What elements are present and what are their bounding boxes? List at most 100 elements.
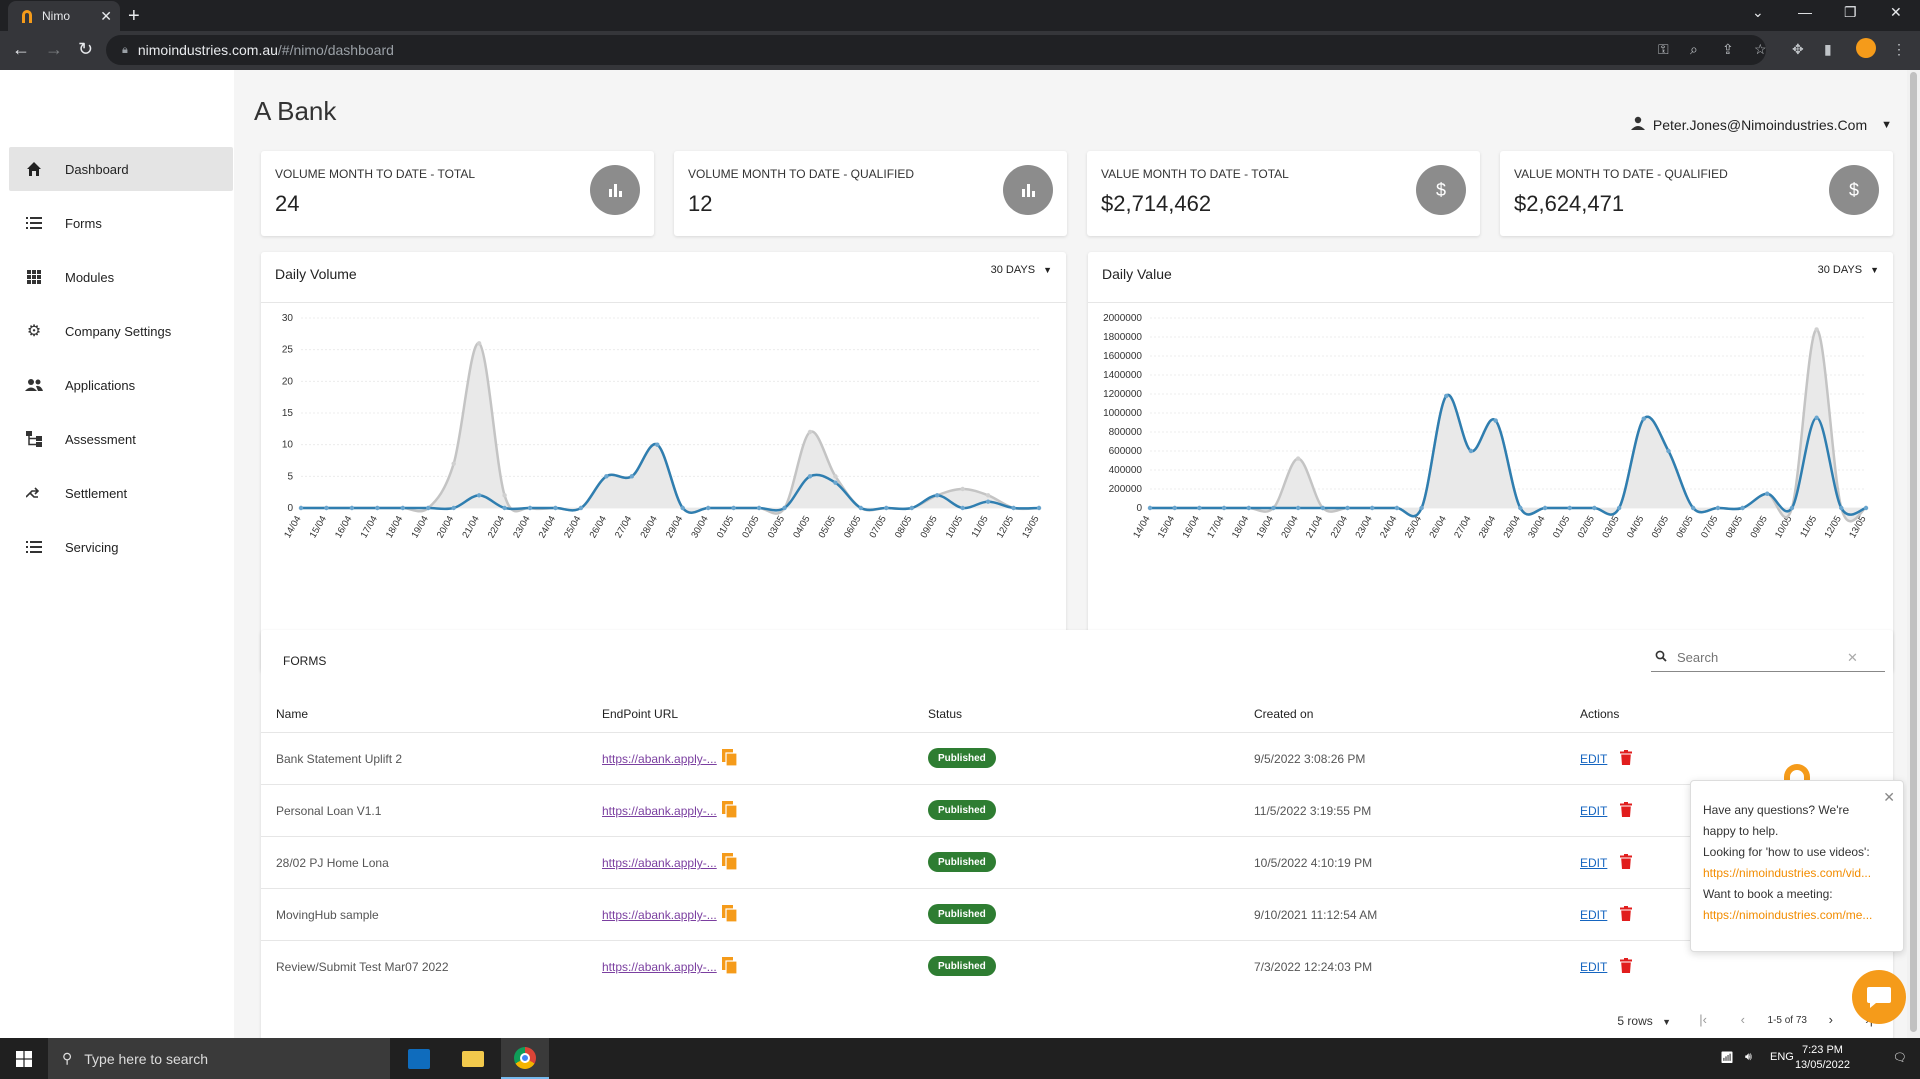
sidebar-item-forms[interactable]: Forms — [9, 201, 233, 245]
trash-icon[interactable] — [1620, 906, 1632, 921]
meeting-link[interactable]: https://nimoindustries.com/me... — [1703, 908, 1873, 922]
table-row[interactable]: Review/Submit Test Mar07 2022 https://aba… — [261, 940, 1893, 992]
new-tab-button[interactable]: + — [128, 5, 140, 27]
sidebar-item-modules[interactable]: Modules — [9, 255, 233, 299]
x-tick-label: 08/05 — [893, 514, 914, 540]
search-field[interactable]: ✕ — [1651, 644, 1885, 672]
sidebar-item-servicing[interactable]: Servicing — [9, 525, 233, 569]
user-menu[interactable]: Peter.Jones@Nimoindustries.Com ▼ — [1630, 116, 1892, 133]
table-row[interactable]: MovingHub sample https://abank.apply-... P… — [261, 888, 1893, 940]
trash-icon[interactable] — [1620, 958, 1632, 973]
prev-page-icon[interactable]: ‹ — [1740, 1012, 1745, 1027]
x-tick-label: 17/04 — [359, 514, 380, 540]
chat-launcher-button[interactable] — [1852, 970, 1906, 1024]
file-explorer-icon[interactable] — [449, 1038, 497, 1079]
copy-icon[interactable] — [722, 749, 738, 767]
reload-button[interactable]: ↻ — [78, 39, 94, 59]
range-select[interactable]: 30 DAYS ▼ — [1818, 264, 1879, 276]
scroll-thumb[interactable] — [1910, 72, 1917, 1032]
x-tick-label: 12/05 — [995, 514, 1016, 540]
table-row[interactable]: 28/02 PJ Home Lona https://abank.apply-..… — [261, 836, 1893, 888]
browser-menu-icon[interactable]: ⋮ — [1892, 41, 1906, 57]
scrollbar[interactable] — [1907, 70, 1920, 1038]
language-indicator[interactable]: ENG — [1770, 1051, 1794, 1063]
endpoint-url-link[interactable]: https://abank.apply-... — [602, 908, 717, 922]
windows-start-icon[interactable] — [0, 1038, 48, 1079]
column-header-name[interactable]: Name — [276, 707, 309, 721]
copy-icon[interactable] — [722, 957, 738, 975]
close-window-button[interactable]: ✕ — [1890, 4, 1902, 20]
forward-button[interactable]: → — [45, 39, 63, 59]
daily-volume-card: Daily Volume 30 DAYS ▼ 0 5 10 15 20 25 30 14/04 1… — [261, 252, 1066, 672]
series-qualified-point — [1567, 505, 1572, 511]
sidebar-item-company-settings[interactable]: ⚙ Company Settings — [9, 309, 233, 353]
range-select[interactable]: 30 DAYS ▼ — [991, 264, 1052, 276]
bookmark-star-icon[interactable]: ☆ — [1754, 41, 1767, 57]
chrome-app-icon[interactable] — [501, 1038, 549, 1079]
form-name: 28/02 PJ Home Lona — [276, 856, 389, 870]
x-tick-label: 23/04 — [1353, 514, 1374, 540]
close-icon[interactable]: ✕ — [1883, 789, 1895, 805]
edit-button[interactable]: EDIT — [1580, 804, 1608, 818]
restore-button[interactable]: ❐ — [1844, 4, 1857, 20]
edit-button[interactable]: EDIT — [1580, 908, 1608, 922]
videos-link[interactable]: https://nimoindustries.com/vid... — [1703, 866, 1872, 880]
back-button[interactable]: ← — [12, 39, 30, 59]
next-page-icon[interactable]: › — [1828, 1012, 1833, 1027]
column-header-url[interactable]: EndPoint URL — [602, 707, 679, 721]
copy-icon[interactable] — [722, 853, 738, 871]
endpoint-url-link[interactable]: https://abank.apply-... — [602, 960, 717, 974]
minimize-button[interactable]: — — [1798, 4, 1812, 20]
trash-icon[interactable] — [1620, 750, 1632, 765]
sidebar-item-assessment[interactable]: Assessment — [9, 417, 233, 461]
edit-button[interactable]: EDIT — [1580, 856, 1608, 870]
trash-icon[interactable] — [1620, 854, 1632, 869]
list-icon — [25, 214, 43, 232]
column-header-created[interactable]: Created on — [1254, 707, 1314, 721]
endpoint-url-link[interactable]: https://abank.apply-... — [602, 752, 717, 766]
endpoint-url-link[interactable]: https://abank.apply-... — [602, 856, 717, 870]
rows-per-page-select[interactable]: 5 rows ▼ — [1617, 1014, 1671, 1028]
x-tick-label: 04/05 — [791, 514, 812, 540]
notifications-icon[interactable]: 🗨︎ — [1893, 1052, 1907, 1064]
x-tick-label: 25/04 — [1403, 514, 1424, 540]
copy-icon[interactable] — [722, 801, 738, 819]
series-qualified-point — [705, 505, 711, 511]
endpoint-url-link[interactable]: https://abank.apply-... — [602, 804, 717, 818]
extensions-icon[interactable]: ✥ — [1792, 41, 1804, 57]
browser-tab[interactable]: Nimo ✕ — [8, 1, 120, 31]
edit-button[interactable]: EDIT — [1580, 960, 1608, 974]
profile-avatar[interactable] — [1856, 38, 1876, 58]
table-row[interactable]: Bank Statement Uplift 2 https://abank.app… — [261, 732, 1893, 784]
tab-search-icon[interactable]: ⌄ — [1752, 4, 1764, 20]
series-qualified-point — [1370, 505, 1375, 511]
volume-icon[interactable]: 🔊︎ — [1745, 1051, 1752, 1063]
copy-icon[interactable] — [722, 905, 738, 923]
tab-close-icon[interactable]: ✕ — [100, 7, 112, 24]
y-tick-label: 2000000 — [1103, 313, 1142, 324]
share-icon[interactable]: ⇪ — [1722, 41, 1734, 57]
search-input[interactable] — [1677, 650, 1847, 665]
series-qualified-point — [680, 505, 685, 511]
table-row[interactable]: Personal Loan V1.1 https://abank.apply-..… — [261, 784, 1893, 836]
side-panel-icon[interactable]: ▮ — [1824, 41, 1832, 57]
clear-search-icon[interactable]: ✕ — [1847, 649, 1858, 665]
edit-button[interactable]: EDIT — [1580, 752, 1608, 766]
x-tick-label: 21/04 — [1304, 514, 1325, 540]
network-icon[interactable]: 📶︎ — [1720, 1052, 1734, 1064]
sidebar-item-settlement[interactable]: Settlement — [9, 471, 233, 515]
outlook-app-icon[interactable] — [395, 1038, 443, 1079]
sidebar-item-dashboard[interactable]: Dashboard — [9, 147, 233, 191]
first-page-icon[interactable]: |‹ — [1699, 1012, 1707, 1027]
clock[interactable]: 7:23 PM 13/05/2022 — [1795, 1043, 1850, 1073]
trash-icon[interactable] — [1620, 802, 1632, 817]
zoom-icon[interactable]: ⌕ — [1690, 41, 1698, 57]
taskbar-search[interactable]: ⚲ Type here to search — [48, 1038, 390, 1079]
help-chat-popup: ✕ Have any questions? We're happy to hel… — [1690, 780, 1904, 952]
series-qualified-point — [935, 493, 940, 498]
person-icon — [1630, 116, 1645, 133]
column-header-status[interactable]: Status — [928, 707, 963, 721]
key-icon[interactable]: ⚿ — [1658, 41, 1669, 57]
address-bar[interactable]: 🔒︎ nimoindustries.com.au/#/nimo/dashboar… — [106, 35, 1766, 65]
sidebar-item-applications[interactable]: Applications — [9, 363, 233, 407]
